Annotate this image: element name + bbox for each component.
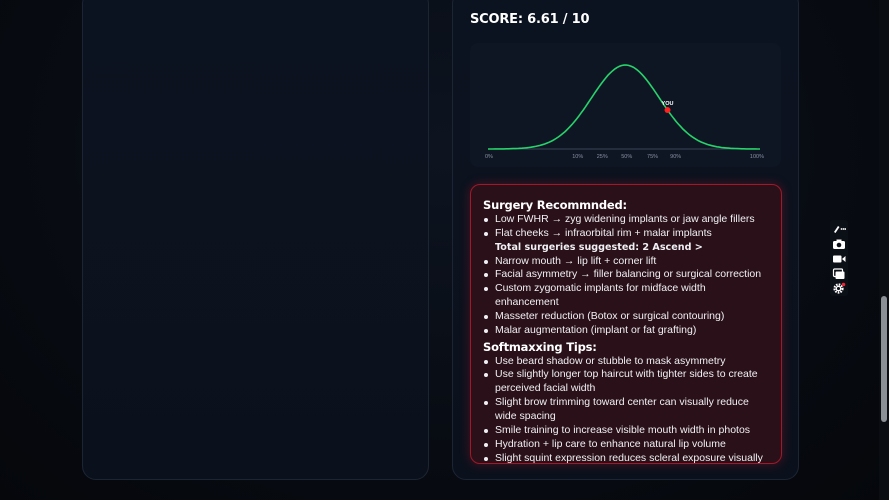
list-item: Slight brow trimming toward center can v… xyxy=(483,396,769,424)
copy-icon[interactable] xyxy=(832,268,846,280)
list-item: Use beard shadow or stubble to mask asym… xyxy=(483,355,769,369)
x-tick-label: 75% xyxy=(647,154,658,160)
list-item: Low FWHR → zyg widening implants or jaw … xyxy=(483,213,769,227)
list-item: Facial asymmetry → filler balancing or s… xyxy=(483,268,769,282)
x-tick-label: 10% xyxy=(572,154,583,160)
list-item: Flat cheeks → infraorbital rim + malar i… xyxy=(483,227,769,241)
ascend-link[interactable]: Total surgeries suggested: 2 Ascend > xyxy=(495,241,703,253)
softmaxxing-list: Use beard shadow or stubble to mask asym… xyxy=(483,355,769,466)
camera-icon[interactable] xyxy=(832,238,846,250)
x-tick-label: 50% xyxy=(621,154,632,160)
list-item: Slight squint expression reduces scleral… xyxy=(483,452,769,466)
score-heading: SCORE: 6.61 / 10 xyxy=(470,12,590,27)
chart-svg: YOU 0% 10% 25% 50% 75% 90% 100% xyxy=(485,64,764,160)
list-item: Hydration + lip care to enhance natural … xyxy=(483,438,769,452)
video-icon[interactable] xyxy=(832,253,846,265)
list-item: Narrow mouth → lip lift + corner lift xyxy=(483,255,769,269)
scrollbar-thumb[interactable] xyxy=(881,296,887,422)
list-item: Use slightly longer top haircut with tig… xyxy=(483,368,769,396)
scrollbar-track[interactable] xyxy=(879,0,889,500)
settings-icon[interactable] xyxy=(832,282,846,294)
distribution-curve xyxy=(488,64,760,150)
x-tick-label: 25% xyxy=(597,154,608,160)
pencil-more-icon[interactable] xyxy=(832,223,846,235)
softmaxxing-title: Softmaxxing Tips: xyxy=(483,339,597,354)
list-item: Malar augmentation (implant or fat graft… xyxy=(483,324,769,338)
x-tick-label: 90% xyxy=(670,154,681,160)
percentile-chart: YOU 0% 10% 25% 50% 75% 90% 100% xyxy=(470,43,781,167)
floating-toolbar xyxy=(830,220,848,296)
left-panel xyxy=(82,0,429,480)
x-tick-label: 0% xyxy=(485,154,493,160)
list-item: Custom zygomatic implants for midface wi… xyxy=(483,282,769,310)
results-panel: SCORE: 6.61 / 10 YOU 0% 10% 25% 50% 75% 90% 100… xyxy=(452,0,799,480)
you-marker xyxy=(664,107,671,114)
list-item: Smile training to increase visible mouth… xyxy=(483,424,769,438)
list-item: Masseter reduction (Botox or surgical co… xyxy=(483,310,769,324)
you-label: YOU xyxy=(662,101,674,107)
x-tick-label: 100% xyxy=(750,154,764,160)
surgery-title: Surgery Recommnded: xyxy=(483,198,627,212)
recommendations-box: Surgery Recommnded: Low FWHR → zyg widen… xyxy=(470,184,782,464)
surgery-list: Low FWHR → zyg widening implants or jaw … xyxy=(483,213,769,338)
